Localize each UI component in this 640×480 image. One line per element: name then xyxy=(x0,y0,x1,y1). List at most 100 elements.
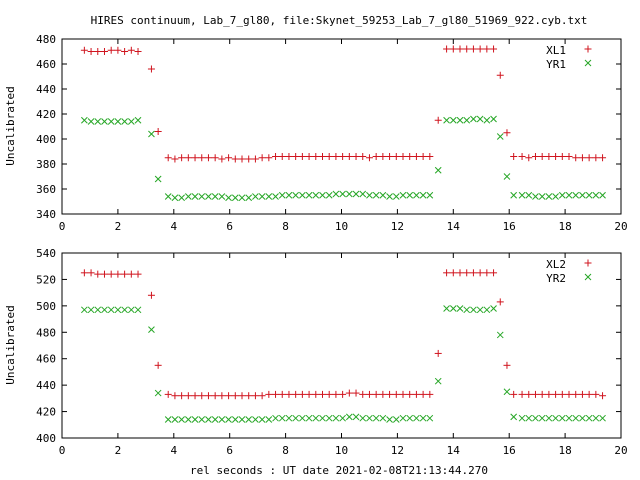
yr1-point xyxy=(325,191,333,199)
legend-label-xl1: XL1 xyxy=(546,44,566,57)
yr2-point xyxy=(585,414,593,422)
xl1-point xyxy=(476,45,484,53)
upper-x-tick-label: 12 xyxy=(391,220,404,233)
xl1-point xyxy=(238,155,246,163)
yr2-point xyxy=(81,306,88,314)
xl2-point xyxy=(265,390,273,398)
xl2-point xyxy=(231,392,239,400)
xl1-point xyxy=(198,154,206,162)
yr1-point xyxy=(525,191,533,199)
xl2-point xyxy=(565,390,573,398)
xl1-point xyxy=(469,45,477,53)
yr2-point xyxy=(419,414,427,422)
xl2-point xyxy=(386,390,394,398)
xl1-point xyxy=(285,153,293,160)
yr2-point xyxy=(278,414,286,422)
xl2-point xyxy=(251,392,259,400)
xl1-point xyxy=(127,46,135,54)
lower-data-points xyxy=(80,269,607,423)
lower-plot-frame xyxy=(61,252,622,439)
lower-x-tick-label: 0 xyxy=(59,444,66,457)
yr1-point xyxy=(127,118,135,125)
yr1-point xyxy=(518,191,526,199)
xl2-point xyxy=(272,390,280,398)
xl1-point xyxy=(245,155,253,163)
yr1-point xyxy=(503,173,511,180)
yr2-point xyxy=(538,414,546,422)
xl1-point xyxy=(426,153,434,160)
xl2-point xyxy=(238,392,246,400)
xl2-point xyxy=(392,390,400,398)
yr1-point xyxy=(386,193,393,200)
xl1-point xyxy=(298,153,306,160)
xl2-point xyxy=(87,269,95,277)
xl1-point xyxy=(372,153,380,160)
yr2-point xyxy=(184,416,192,423)
xl1-point xyxy=(325,153,333,160)
yr2-point xyxy=(558,414,566,422)
xl1-point xyxy=(531,153,539,160)
xl2-point xyxy=(365,390,373,398)
yr1-point xyxy=(305,191,313,199)
xl2-point xyxy=(312,390,320,398)
xl1-point xyxy=(443,45,451,53)
xl1-point xyxy=(251,155,259,163)
yr2-point xyxy=(127,306,135,314)
xl1-point xyxy=(225,154,233,162)
xl1-point xyxy=(359,153,367,160)
xl1-point xyxy=(456,45,464,53)
xl2-point xyxy=(318,390,326,398)
yr1-point xyxy=(134,116,142,124)
xl2-point xyxy=(434,349,442,357)
xl2-point xyxy=(503,361,511,369)
yr1-point xyxy=(148,130,155,138)
xl2-point xyxy=(204,392,212,400)
yr2-point xyxy=(305,414,313,422)
yr1-point xyxy=(372,191,380,199)
upper-x-tick-label: 2 xyxy=(115,220,122,233)
upper-plot-frame xyxy=(61,38,622,215)
xl2-point xyxy=(94,270,102,278)
yr1-point xyxy=(592,191,600,199)
xl2-point xyxy=(339,390,347,398)
xl2-point xyxy=(107,270,115,278)
yr1-point xyxy=(352,190,360,198)
yr1-point xyxy=(426,191,434,199)
upper-y-tick-label: 440 xyxy=(36,83,56,96)
xl2-point xyxy=(599,392,607,400)
yr2-point xyxy=(483,306,491,314)
lower-y-tick-label: 440 xyxy=(36,379,56,392)
yr2-point xyxy=(503,388,511,396)
xl1-point xyxy=(107,46,115,54)
yr2-point xyxy=(285,414,293,422)
yr1-point xyxy=(225,194,232,202)
xl1-point xyxy=(211,154,219,162)
xl2-point xyxy=(372,390,380,398)
xl1-point xyxy=(406,153,414,160)
yr1-point xyxy=(164,193,172,200)
yr1-point xyxy=(211,193,219,200)
yr2-point xyxy=(532,414,539,422)
xl2-point xyxy=(578,390,586,398)
yr2-point xyxy=(312,414,320,422)
yr1-point xyxy=(449,116,457,124)
xl1-point xyxy=(339,153,347,160)
yr1-point xyxy=(572,191,580,199)
upper-x-tick-label: 8 xyxy=(282,220,289,233)
xl2-point xyxy=(191,392,199,400)
yr2-point xyxy=(359,414,367,422)
xl1-point xyxy=(496,71,504,79)
upper-y-tick-label: 360 xyxy=(36,183,56,196)
xl2-point xyxy=(298,390,306,398)
xl1-point xyxy=(318,153,326,160)
lower-y-tick-label: 540 xyxy=(36,247,56,260)
yr1-point xyxy=(94,118,102,125)
xl1-point xyxy=(171,155,179,163)
yr1-point xyxy=(399,191,407,199)
lower-x-tick-label: 12 xyxy=(391,444,404,457)
yr1-point xyxy=(258,193,266,200)
xl1-point xyxy=(538,153,546,160)
xl2-point xyxy=(525,390,533,398)
yr1-point xyxy=(191,193,199,200)
